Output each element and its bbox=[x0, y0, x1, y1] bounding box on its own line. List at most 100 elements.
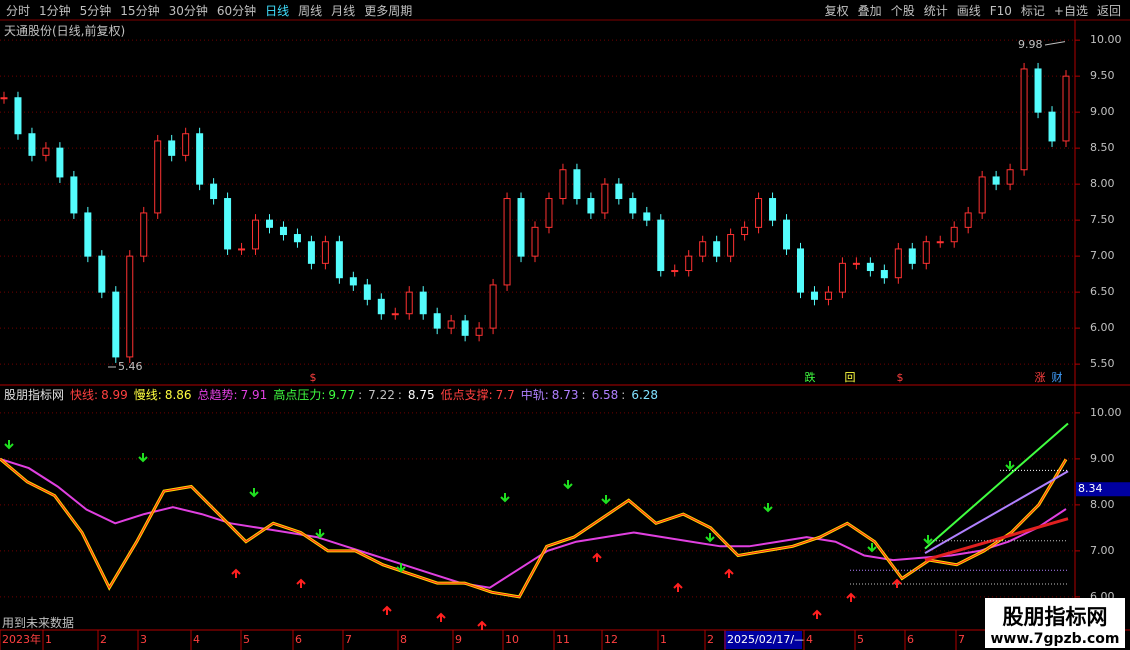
legend-item: 低点支撑: 7.7 bbox=[441, 388, 515, 402]
candle bbox=[797, 248, 804, 293]
legend-value: 8.99 bbox=[101, 388, 128, 402]
up-arrow bbox=[436, 612, 446, 622]
candle bbox=[643, 212, 651, 221]
candle bbox=[1006, 169, 1014, 185]
candle bbox=[335, 241, 343, 279]
up-arrow bbox=[846, 592, 856, 602]
down-arrow bbox=[867, 543, 877, 553]
legend-name: 快线: bbox=[70, 388, 99, 402]
action-button[interactable]: 个股 bbox=[890, 4, 915, 18]
candle bbox=[699, 241, 707, 257]
legend-value: 6.58 bbox=[591, 388, 619, 402]
candle bbox=[196, 133, 204, 185]
watermark-title: 股朋指标网 bbox=[1002, 605, 1108, 629]
x-tick-label: 10 bbox=[505, 633, 519, 646]
action-button[interactable]: F10 bbox=[989, 4, 1012, 18]
period-button[interactable]: 5分钟 bbox=[79, 4, 112, 18]
candle bbox=[349, 277, 357, 286]
candle bbox=[922, 241, 930, 264]
y-tick-label: 10.00 bbox=[1090, 406, 1122, 419]
period-button[interactable]: 周线 bbox=[298, 4, 323, 18]
period-button[interactable]: 日线 bbox=[265, 4, 290, 18]
legend-item: 高点压力:9.77 7.22 8.75 bbox=[273, 388, 434, 402]
y-tick-label: 6.00 bbox=[1090, 321, 1115, 334]
signal-marker: $ bbox=[897, 371, 904, 384]
signal-marker: 回 bbox=[845, 371, 856, 384]
candle bbox=[657, 219, 665, 272]
candle bbox=[615, 183, 623, 200]
fast-line bbox=[0, 458, 1067, 598]
x-tick-label: 3 bbox=[140, 633, 147, 646]
legend-name: 低点支撑: bbox=[440, 388, 493, 402]
action-button[interactable]: 返回 bbox=[1096, 4, 1121, 18]
down-arrow bbox=[923, 535, 933, 545]
signal-marker: $ bbox=[310, 371, 317, 384]
candle bbox=[727, 234, 735, 257]
candle bbox=[866, 262, 874, 272]
current-box bbox=[1076, 482, 1130, 497]
x-tick-label: 6 bbox=[907, 633, 914, 646]
candle bbox=[601, 183, 609, 214]
x-tick-label: 2023年 bbox=[2, 632, 41, 646]
period-button[interactable]: 15分钟 bbox=[120, 4, 160, 18]
period-button[interactable]: 月线 bbox=[331, 4, 356, 18]
candle bbox=[70, 176, 78, 214]
candle bbox=[168, 140, 176, 156]
x-tick-label: 12 bbox=[604, 633, 618, 646]
x-tick-label: 11 bbox=[556, 633, 570, 646]
action-button[interactable]: 统计 bbox=[923, 4, 948, 18]
y-tick-label: 7.50 bbox=[1090, 213, 1115, 226]
up-arrow bbox=[724, 568, 734, 578]
period-button[interactable]: 更多周期 bbox=[364, 4, 413, 18]
candle bbox=[741, 226, 749, 236]
x-tick-label: 4 bbox=[193, 633, 200, 646]
legend-name: 高点压力: bbox=[273, 388, 326, 402]
down-arrow bbox=[315, 529, 325, 539]
candle bbox=[42, 147, 50, 156]
legend-value: 8.75 bbox=[407, 388, 435, 402]
candle bbox=[405, 291, 413, 315]
candle bbox=[908, 248, 916, 264]
down-arrow bbox=[4, 440, 14, 450]
legend-value: 7.91 bbox=[240, 388, 268, 402]
candle bbox=[377, 298, 385, 315]
candle bbox=[852, 262, 860, 265]
trend-line bbox=[924, 422, 1069, 550]
action-button[interactable]: 画线 bbox=[956, 4, 981, 18]
legend-separator bbox=[618, 388, 628, 402]
candle bbox=[503, 198, 511, 286]
down-arrow bbox=[705, 533, 715, 543]
period-button[interactable]: 1分钟 bbox=[39, 4, 71, 18]
action-button[interactable]: +自选 bbox=[1053, 4, 1088, 18]
down-arrow bbox=[396, 563, 406, 573]
candle bbox=[419, 291, 427, 315]
candle bbox=[489, 284, 497, 329]
candle bbox=[545, 198, 553, 228]
candle bbox=[713, 241, 721, 257]
down-arrow bbox=[500, 493, 510, 503]
action-button[interactable]: 标记 bbox=[1020, 4, 1045, 18]
candle bbox=[447, 320, 455, 329]
up-arrow bbox=[382, 605, 392, 615]
period-button[interactable]: 60分钟 bbox=[216, 4, 257, 18]
candle bbox=[461, 320, 469, 336]
down-arrow bbox=[563, 480, 573, 490]
period-button[interactable]: 分时 bbox=[6, 4, 31, 18]
legend-name: 慢线: bbox=[133, 388, 162, 402]
x-tick-label: 6 bbox=[295, 633, 302, 646]
action-button[interactable]: 复权 bbox=[824, 4, 849, 18]
action-button[interactable]: 叠加 bbox=[857, 4, 882, 18]
indicator-name: 股朋指标网 bbox=[4, 388, 65, 402]
candle bbox=[279, 226, 287, 236]
period-button[interactable]: 30分钟 bbox=[168, 4, 208, 18]
candle bbox=[14, 97, 22, 135]
signal-marker: 财 bbox=[1052, 370, 1063, 384]
candle bbox=[559, 169, 567, 200]
legend-name: 中轨: bbox=[520, 388, 549, 402]
y-tick-label: 8.00 bbox=[1090, 177, 1115, 190]
down-arrow bbox=[763, 503, 773, 513]
legend-separator bbox=[355, 388, 365, 402]
candle bbox=[266, 219, 273, 228]
